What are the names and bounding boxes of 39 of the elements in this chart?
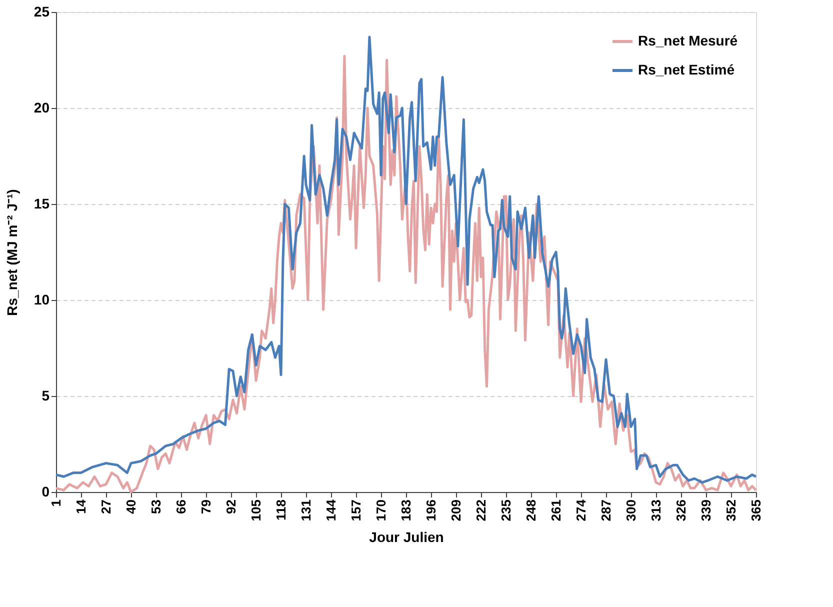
legend-label: Rs_net Mesuré xyxy=(638,32,738,48)
x-tick-label: 79 xyxy=(198,500,214,514)
x-tick-label: 40 xyxy=(124,500,138,514)
x-tick-label: 170 xyxy=(374,500,388,522)
x-tick-label: 352 xyxy=(724,500,738,522)
y-tick-label: 20 xyxy=(34,100,50,116)
x-tick-label: 326 xyxy=(674,500,688,522)
x-tick-label: 27 xyxy=(98,500,114,514)
x-tick-label: 300 xyxy=(624,500,638,522)
x-tick-label: 339 xyxy=(698,500,714,522)
x-tick-label: 222 xyxy=(474,500,488,522)
x-tick-label: 235 xyxy=(498,500,514,522)
y-tick-label: 15 xyxy=(34,196,50,212)
x-tick-label: 365 xyxy=(748,500,764,522)
y-tick-label: 10 xyxy=(34,292,50,308)
x-tick-label: 131 xyxy=(298,500,314,522)
x-tick-label: 14 xyxy=(74,498,88,514)
x-tick-label: 118 xyxy=(274,500,288,520)
x-tick-label: 313 xyxy=(648,500,664,522)
x-tick-label: 1 xyxy=(48,500,64,507)
x-tick-label: 183 xyxy=(398,500,414,522)
y-tick-label: 5 xyxy=(42,388,50,404)
x-tick-label: 248 xyxy=(524,500,538,522)
legend-label: Rs_net Estimé xyxy=(638,62,735,78)
x-axis-title: Jour Julien xyxy=(369,529,444,546)
y-axis-title: Rs_net (MJ m⁻² J⁻¹) xyxy=(4,189,20,316)
x-tick-label: 209 xyxy=(448,500,464,522)
y-tick-label: 0 xyxy=(42,484,50,500)
y-tick-label: 25 xyxy=(34,4,50,20)
x-tick-label: 157 xyxy=(348,500,364,522)
x-tick-label: 287 xyxy=(598,500,614,522)
x-tick-label: 105 xyxy=(248,500,264,522)
x-tick-label: 53 xyxy=(148,500,164,514)
x-tick-label: 144 xyxy=(324,498,338,522)
x-tick-label: 274 xyxy=(574,498,588,522)
x-tick-label: 261 xyxy=(548,500,564,522)
x-tick-label: 66 xyxy=(174,500,188,514)
x-tick-label: 92 xyxy=(224,500,238,514)
x-tick-label: 196 xyxy=(424,500,438,522)
